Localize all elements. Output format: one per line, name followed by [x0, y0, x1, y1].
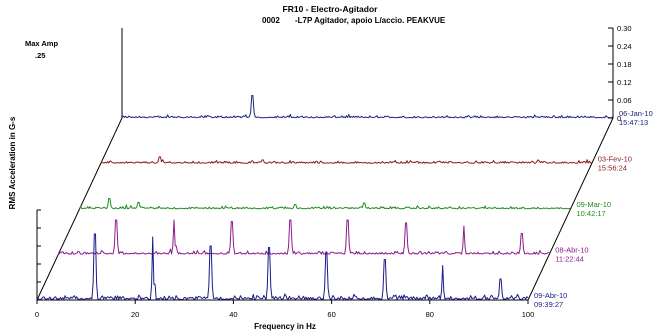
max-amp-label: Max Amp [25, 39, 58, 48]
series-date-label: 03-Fev-10 [598, 155, 632, 164]
series-date-label: 09-Abr-10 [534, 291, 567, 300]
series-time-label: 10:42:17 [577, 209, 606, 218]
x-tick-label: 20 [131, 310, 139, 319]
amplitude-tick-label: 0.30 [617, 24, 632, 33]
series-time-label: 09:39:27 [534, 300, 563, 309]
spectrum-trace [58, 219, 550, 255]
amplitude-tick-label: 0.18 [617, 60, 632, 69]
max-amp-value: .25 [35, 51, 45, 60]
series-time-label: 11:22:44 [555, 255, 584, 264]
x-tick-label: 0 [35, 310, 39, 319]
series-date-label: 08-Abr-10 [555, 246, 588, 255]
x-tick-label: 80 [426, 310, 434, 319]
x-tick-label: 60 [327, 310, 335, 319]
spectrum-trace [121, 95, 614, 119]
amplitude-tick-label: 0 [617, 114, 621, 123]
chart-subtitle-desc: -L7P Agitador, apoio L/accio. PEAKVUE [295, 16, 446, 25]
chart-title: FR10 - Electro-Agitador [283, 4, 379, 14]
x-tick-label: 40 [229, 310, 237, 319]
series-date-label: 09-Mar-10 [577, 200, 612, 209]
spectrum-trace [36, 233, 529, 300]
depth-axis-right [527, 117, 614, 301]
depth-axis-left [36, 117, 123, 301]
series-date-label: 06-Jan-10 [619, 109, 653, 118]
amplitude-tick-label: 0.12 [617, 78, 632, 87]
amplitude-tick-label: 0.06 [617, 96, 632, 105]
spectrum-trace [100, 156, 592, 164]
series-time-label: 15:56:24 [598, 164, 627, 173]
series-time-label: 15:47:13 [619, 118, 648, 127]
x-axis-label: Frequency in Hz [254, 322, 316, 331]
amplitude-tick-label: 0.24 [617, 42, 632, 51]
x-tick-label: 100 [522, 310, 535, 319]
y-axis-label: RMS Acceleration in G-s [8, 116, 17, 209]
spectrum-trace [79, 198, 571, 210]
chart-subtitle-point: 0002 [262, 16, 280, 25]
